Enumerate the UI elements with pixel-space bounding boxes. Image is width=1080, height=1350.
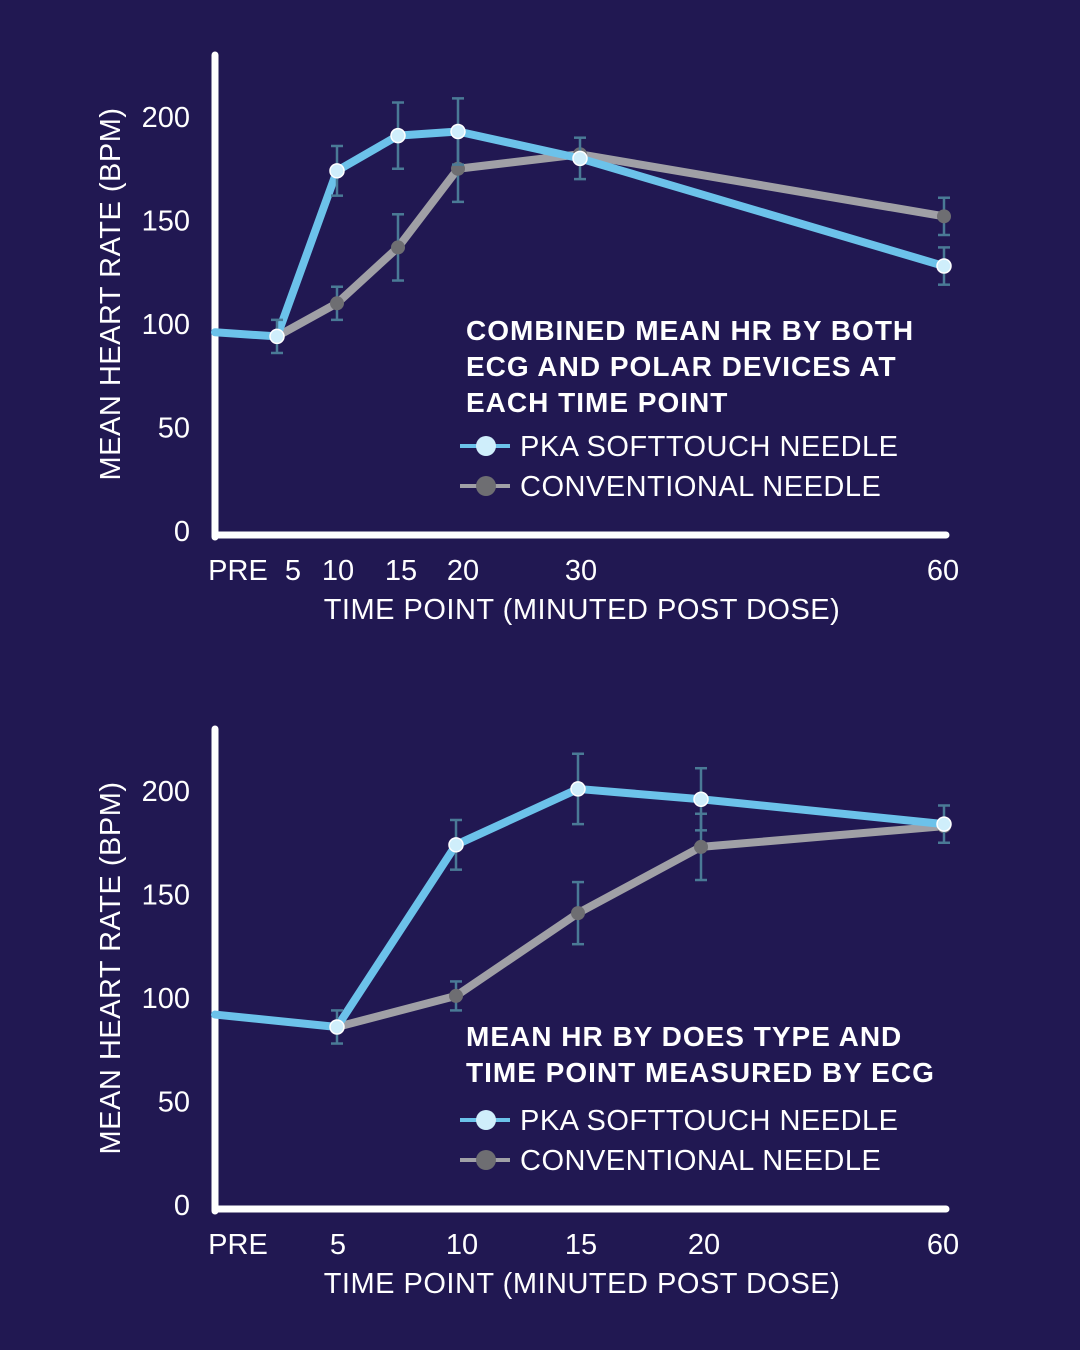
chart-title-line: MEAN HR BY DOES TYPE AND xyxy=(466,1021,902,1052)
x-tick-label: 30 xyxy=(565,555,597,587)
y-tick-label: 50 xyxy=(158,413,190,445)
chart-title: MEAN HR BY DOES TYPE AND TIME POINT MEASU… xyxy=(466,1021,935,1088)
data-point xyxy=(329,1019,345,1035)
x-axis-title: TIME POINT (MINUTED POST DOSE) xyxy=(324,594,841,626)
data-point xyxy=(390,127,406,144)
y-tick-label: 50 xyxy=(158,1087,190,1119)
data-point xyxy=(448,837,464,853)
legend-item: PKA SOFTTOUCH NEEDLE xyxy=(460,1105,899,1137)
data-point xyxy=(693,791,709,808)
legend-label: PKA SOFTTOUCH NEEDLE xyxy=(520,1105,899,1137)
x-tick-label: 20 xyxy=(447,555,479,587)
x-tick-label: PRE xyxy=(208,1229,268,1261)
data-point xyxy=(449,988,463,1003)
legend: PKA SOFTTOUCH NEEDLE CONVENTIONAL NEEDLE xyxy=(460,431,899,503)
x-tick-label: 10 xyxy=(322,555,354,587)
y-axis-title: MEAN HEART RATE (BPM) xyxy=(95,781,127,1154)
data-point xyxy=(570,781,586,797)
y-tick-label: 150 xyxy=(142,880,190,912)
legend-item: CONVENTIONAL NEEDLE xyxy=(460,471,881,503)
x-tick-label: 5 xyxy=(330,1229,346,1261)
series-pka xyxy=(211,752,952,1045)
legend-swatch-marker xyxy=(476,1150,496,1170)
y-tick-label: 150 xyxy=(142,206,190,238)
y-axis-title: MEAN HEART RATE (BPM) xyxy=(95,107,127,480)
legend-swatch-marker xyxy=(476,436,496,456)
data-point xyxy=(936,258,952,274)
data-point xyxy=(391,240,405,255)
x-tick-label: 60 xyxy=(927,555,959,587)
chart-title-line: ECG AND POLAR DEVICES AT xyxy=(466,351,897,382)
x-tick-label: 5 xyxy=(285,555,301,587)
chart-2: 0 50 100 150 200 MEAN HEART RATE (BPM) PRE 5 10 1… xyxy=(95,725,959,1300)
legend-label: PKA SOFTTOUCH NEEDLE xyxy=(520,431,899,463)
legend-item: PKA SOFTTOUCH NEEDLE xyxy=(460,431,899,463)
chart-title-line: COMBINED MEAN HR BY BOTH xyxy=(466,315,914,346)
data-point xyxy=(937,209,951,224)
chart-title: COMBINED MEAN HR BY BOTH ECG AND POLAR DE… xyxy=(466,315,914,418)
data-point xyxy=(572,150,588,167)
x-tick-label: 60 xyxy=(927,1229,959,1261)
legend-swatch-marker xyxy=(476,476,496,496)
data-point xyxy=(936,816,952,832)
chart-1: 0 50 100 150 200 MEAN HEART RATE (BPM) PRE 5 10 1… xyxy=(95,51,959,626)
data-point xyxy=(450,123,466,140)
x-tick-label: 10 xyxy=(446,1229,478,1261)
series-line xyxy=(211,784,948,1031)
series-line xyxy=(273,150,948,341)
x-axis-title: TIME POINT (MINUTED POST DOSE) xyxy=(324,1268,841,1300)
data-point xyxy=(330,296,344,311)
chart-title-line: TIME POINT MEASURED BY ECG xyxy=(466,1057,935,1088)
y-tick-label: 0 xyxy=(174,516,190,548)
legend: PKA SOFTTOUCH NEEDLE CONVENTIONAL NEEDLE xyxy=(460,1105,899,1177)
y-tick-label: 200 xyxy=(142,776,190,808)
legend-label: CONVENTIONAL NEEDLE xyxy=(520,471,881,503)
x-tick-label: 15 xyxy=(565,1229,597,1261)
data-point xyxy=(329,163,345,179)
x-tick-label: 15 xyxy=(385,555,417,587)
y-tick-label: 200 xyxy=(142,102,190,134)
y-tick-label: 0 xyxy=(174,1190,190,1222)
data-point xyxy=(571,906,585,921)
legend-label: CONVENTIONAL NEEDLE xyxy=(520,1145,881,1177)
legend-swatch-marker xyxy=(476,1110,496,1130)
y-tick-label: 100 xyxy=(142,309,190,341)
x-tick-label: PRE xyxy=(208,555,268,587)
y-tick-label: 100 xyxy=(142,983,190,1015)
chart-title-line: EACH TIME POINT xyxy=(466,387,728,418)
series-conventional xyxy=(330,812,951,1034)
legend-item: CONVENTIONAL NEEDLE xyxy=(460,1145,881,1177)
series-pka xyxy=(211,97,952,355)
x-tick-label: 20 xyxy=(688,1229,720,1261)
data-point xyxy=(269,328,285,345)
data-point xyxy=(694,839,708,854)
series-line xyxy=(333,822,948,1031)
